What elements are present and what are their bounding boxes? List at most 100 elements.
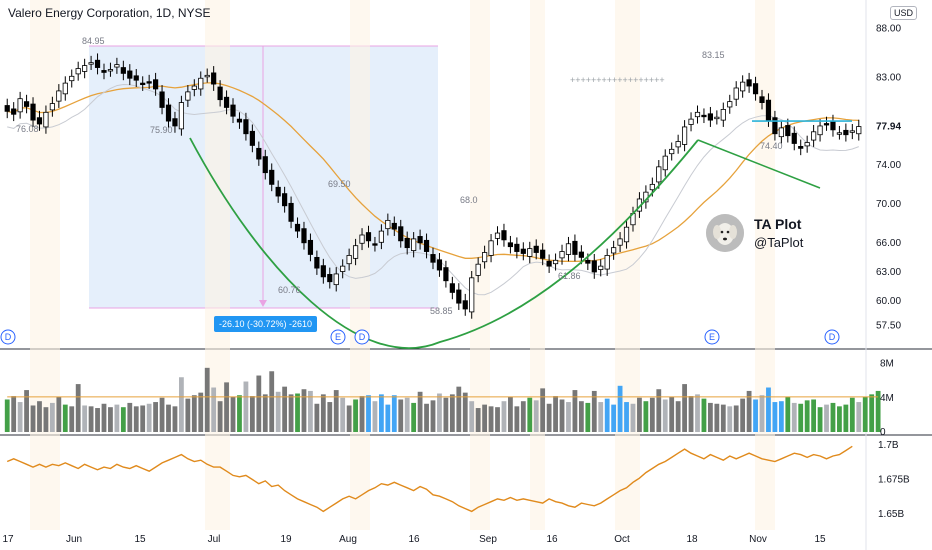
volume-bar <box>56 396 62 432</box>
volume-bar <box>146 403 152 432</box>
candle <box>494 232 501 239</box>
x-tick-label: Nov <box>749 534 767 545</box>
volume-bar <box>682 384 687 432</box>
candle <box>75 68 81 75</box>
x-tick-label: Oct <box>614 534 630 545</box>
volume-bar <box>727 406 733 432</box>
volume-bar <box>617 385 623 432</box>
volume-bar <box>153 402 159 432</box>
volume-bar <box>637 397 642 432</box>
volume-bar <box>437 393 442 432</box>
candle <box>94 59 101 68</box>
volume-bar <box>475 408 481 432</box>
candle <box>817 125 823 136</box>
volume-bar <box>4 399 10 432</box>
volume-bar <box>385 404 391 432</box>
candle <box>49 103 55 111</box>
candle <box>449 283 455 293</box>
volume-bar <box>359 396 365 432</box>
volume-bar <box>611 404 617 432</box>
x-tick-label: Jun <box>66 534 82 545</box>
candle <box>140 82 146 86</box>
candles-layer <box>4 53 862 319</box>
indicator-line <box>6 445 853 513</box>
indicator-line-layer <box>6 445 853 513</box>
volume-bar <box>746 390 752 432</box>
candle <box>707 113 713 121</box>
y-tick-label: 60.00 <box>876 296 901 307</box>
candle <box>211 72 217 85</box>
last-price-box <box>867 118 909 135</box>
volume-bar <box>798 403 804 432</box>
axes-layer: 88.00 83.00 77.94 74.00 70.00 66.00 63.00 60.00… <box>2 24 910 545</box>
volume-bar <box>353 399 358 432</box>
volume-bar <box>849 397 855 432</box>
candle <box>23 101 30 107</box>
candle <box>720 109 726 121</box>
candle <box>36 117 43 125</box>
candle <box>223 96 230 108</box>
volume-bar <box>649 397 655 432</box>
volume-bar <box>714 403 720 432</box>
candle <box>307 239 314 255</box>
candle <box>411 238 417 251</box>
candle <box>114 64 120 68</box>
candle <box>585 259 591 264</box>
candle <box>359 234 365 244</box>
volume-bar <box>643 401 649 432</box>
watermark-name: TA Plot <box>754 216 802 232</box>
handle-line <box>697 139 821 189</box>
y-tick-label: 63.00 <box>876 267 901 278</box>
volume-bar <box>514 406 520 432</box>
volume-bar <box>88 406 94 432</box>
volume-bar <box>495 407 500 432</box>
candle <box>604 255 610 270</box>
price-label: 76.08 <box>16 124 39 134</box>
session-band <box>755 0 775 530</box>
volume-bar <box>817 407 823 432</box>
volume-bar <box>720 404 726 432</box>
volume-bar <box>520 401 526 432</box>
volume-bar <box>624 402 629 432</box>
volume-bar <box>378 394 384 432</box>
candle <box>675 141 681 148</box>
range-arrow-head <box>259 300 267 307</box>
event-marker-label: D <box>5 332 12 342</box>
candle <box>204 74 210 78</box>
volume-bar <box>572 390 578 432</box>
volume-bar <box>133 406 139 432</box>
volume-bar <box>159 397 165 432</box>
candle <box>327 274 333 283</box>
candle <box>727 101 733 108</box>
candle <box>688 118 694 125</box>
volume-bar <box>327 402 333 432</box>
candle <box>56 90 62 102</box>
candle <box>301 228 307 244</box>
volume-bar <box>237 395 242 432</box>
volume-tick-label: 4M <box>880 393 894 404</box>
candle <box>830 121 836 131</box>
volume-bar <box>69 406 75 432</box>
candle <box>649 183 655 191</box>
volume-bar <box>114 404 120 432</box>
volume-bar <box>346 405 352 432</box>
volume-bar <box>778 401 784 432</box>
volume-bar <box>701 398 707 432</box>
y-tick-label: 88.00 <box>876 24 901 35</box>
candle <box>546 260 552 267</box>
volume-bar <box>869 394 875 432</box>
candle <box>217 86 223 101</box>
volume-bar <box>675 401 681 432</box>
volume-bar <box>95 408 100 432</box>
volume-bar <box>759 395 765 432</box>
candle <box>185 91 191 101</box>
candle <box>107 69 114 72</box>
y-tick-label: 70.00 <box>876 199 901 210</box>
candle <box>752 83 759 95</box>
currency-badge[interactable]: USD <box>890 6 918 20</box>
x-tick-label: 16 <box>546 534 558 545</box>
volume-bar <box>108 407 113 432</box>
candle <box>178 102 185 130</box>
volume-bar <box>185 398 191 432</box>
